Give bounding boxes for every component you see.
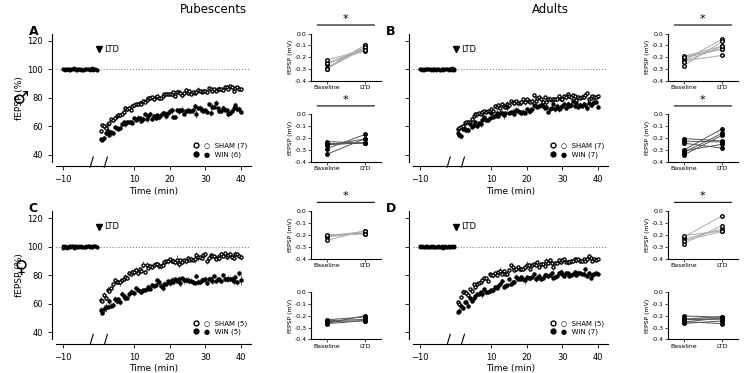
- Y-axis label: fEPSP (mV): fEPSP (mV): [646, 121, 650, 156]
- Y-axis label: fEPSP (%): fEPSP (%): [16, 76, 25, 120]
- Y-axis label: fEPSP (mV): fEPSP (mV): [646, 40, 650, 75]
- Text: *: *: [700, 191, 706, 201]
- Y-axis label: fEPSP (%): fEPSP (%): [16, 253, 25, 297]
- Text: Pubescents: Pubescents: [180, 3, 247, 16]
- Text: *: *: [343, 14, 349, 24]
- Legend: ○  SHAM (5), ●  WIN (7): ○ SHAM (5), ● WIN (7): [543, 317, 607, 338]
- X-axis label: Time (min): Time (min): [486, 364, 536, 373]
- Text: Adults: Adults: [532, 3, 569, 16]
- Text: LTD: LTD: [461, 222, 476, 231]
- Text: LTD: LTD: [104, 222, 119, 231]
- Text: LTD: LTD: [104, 45, 119, 54]
- X-axis label: Time (min): Time (min): [130, 364, 178, 373]
- Text: ♀: ♀: [14, 258, 28, 276]
- Text: D: D: [386, 202, 396, 215]
- Y-axis label: fEPSP (mV): fEPSP (mV): [288, 40, 294, 75]
- Y-axis label: fEPSP (mV): fEPSP (mV): [288, 217, 294, 252]
- X-axis label: Time (min): Time (min): [486, 187, 536, 196]
- Text: A: A: [29, 25, 38, 38]
- Legend: ○  SHAM (7), ●  WIN (6): ○ SHAM (7), ● WIN (6): [186, 140, 250, 161]
- Text: B: B: [386, 25, 395, 38]
- Text: C: C: [29, 202, 38, 215]
- Text: *: *: [343, 95, 349, 105]
- Legend: ○  SHAM (7), ●  WIN (7): ○ SHAM (7), ● WIN (7): [543, 140, 607, 161]
- Legend: ○  SHAM (5), ●  WIN (5): ○ SHAM (5), ● WIN (5): [186, 317, 250, 338]
- Text: *: *: [700, 95, 706, 105]
- Text: *: *: [343, 191, 349, 201]
- Text: ♂: ♂: [13, 90, 29, 109]
- X-axis label: Time (min): Time (min): [130, 187, 178, 196]
- Y-axis label: fEPSP (mV): fEPSP (mV): [646, 217, 650, 252]
- Text: LTD: LTD: [461, 45, 476, 54]
- Y-axis label: fEPSP (mV): fEPSP (mV): [288, 121, 294, 156]
- Text: *: *: [700, 14, 706, 24]
- Y-axis label: fEPSP (mV): fEPSP (mV): [646, 298, 650, 333]
- Y-axis label: fEPSP (mV): fEPSP (mV): [288, 298, 294, 333]
